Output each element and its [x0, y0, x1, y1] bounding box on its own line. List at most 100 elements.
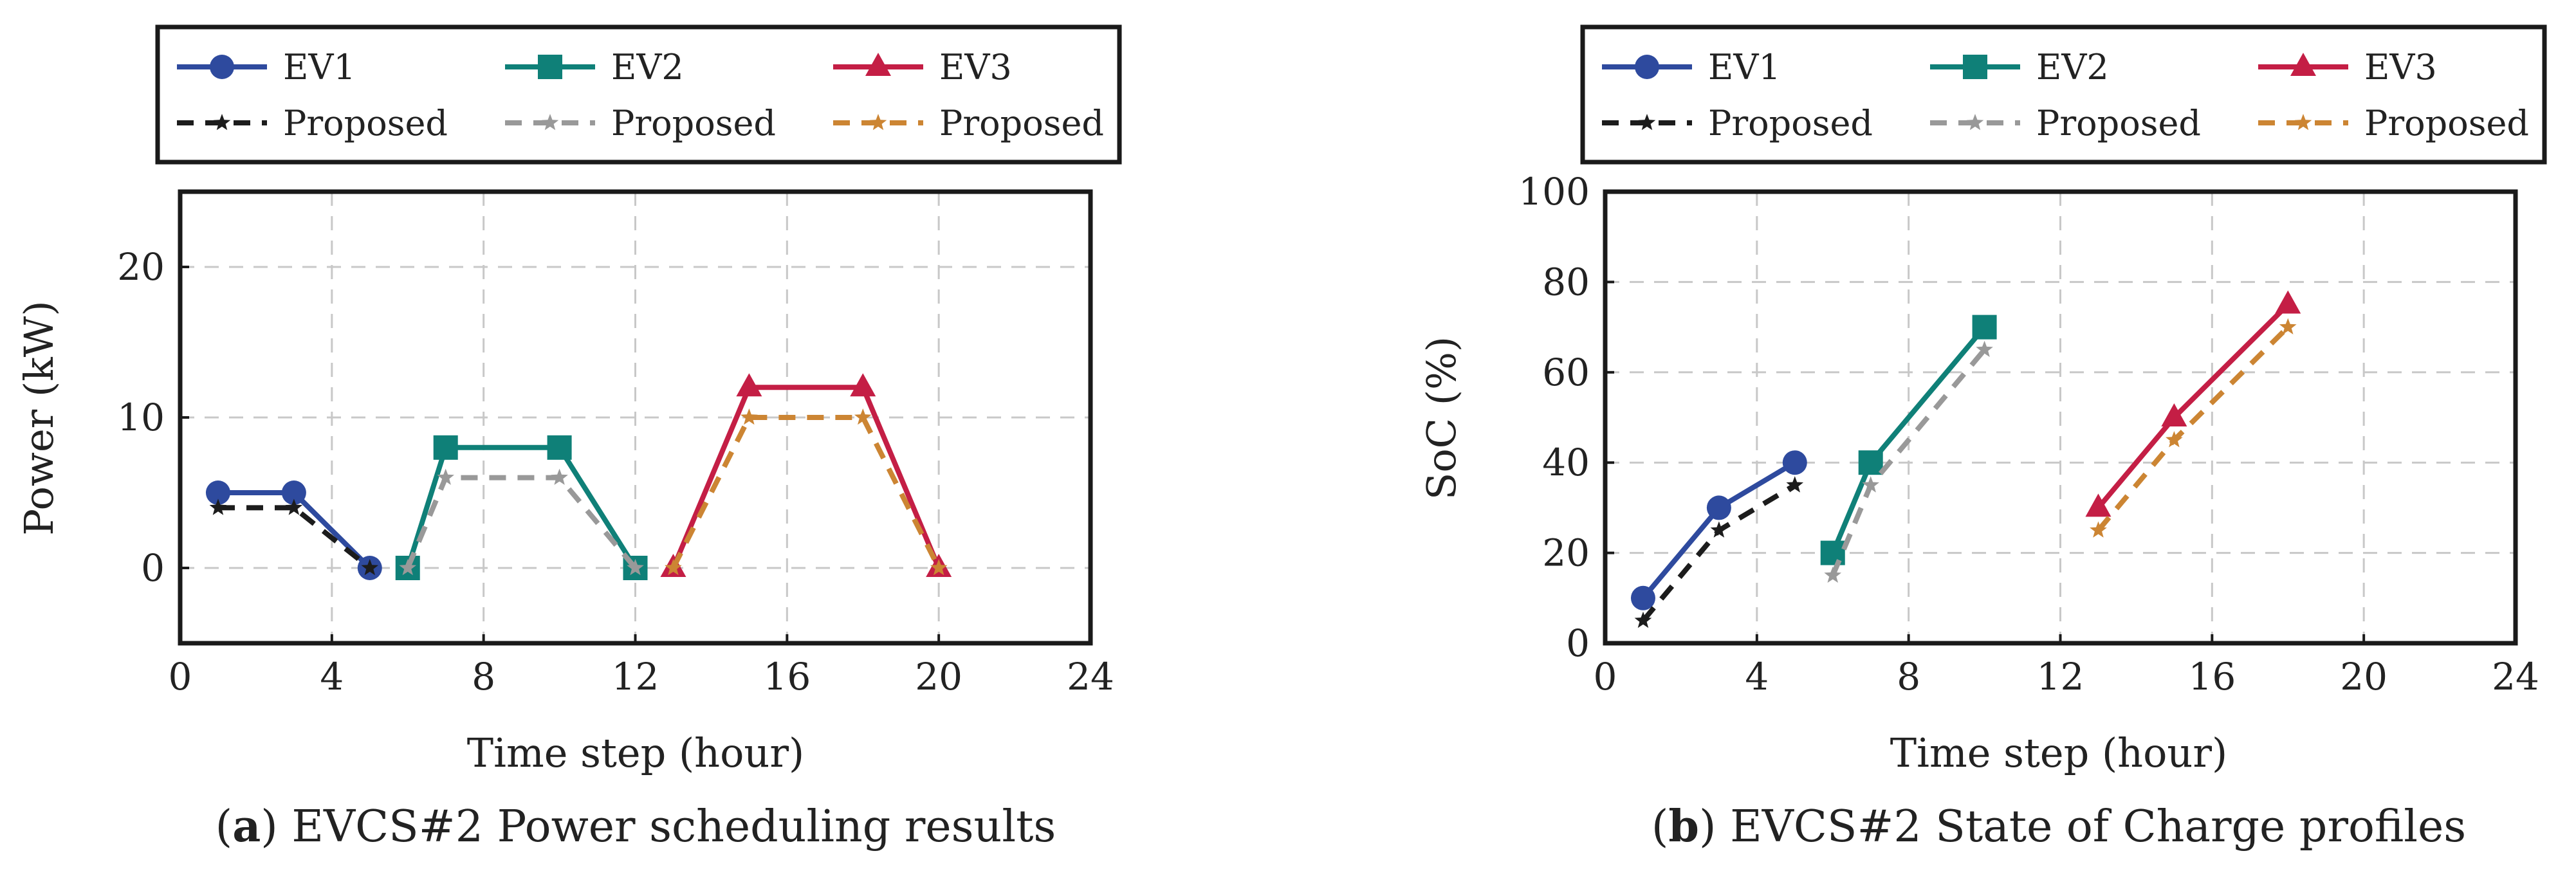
legend-entry-ev3-4: EV3 — [2258, 47, 2437, 87]
legend-marker — [1638, 114, 1656, 131]
data-point — [2161, 403, 2187, 426]
legend-entry-ev3-4: EV3 — [833, 47, 1012, 87]
data-point — [2166, 431, 2183, 448]
legend-entry-proposed-1: Proposed — [1602, 103, 1873, 143]
legend-box — [1580, 24, 2547, 165]
legend-label: EV1 — [1708, 47, 1781, 87]
x-tick-label: 24 — [2492, 655, 2539, 699]
x-tick-label: 4 — [320, 655, 344, 699]
grid — [1605, 192, 2516, 643]
x-axis: 0 4 8 12 16 20 24 — [169, 634, 1114, 699]
series-line — [405, 444, 638, 570]
x-tick-label: 16 — [2188, 655, 2236, 699]
panel-a: 0 4 8 12 16 20 24 0 10 20 Time step (hour) Power (k… — [15, 24, 1122, 852]
panel-b: 0 4 8 12 16 20 24 0 20 40 60 80 100 Time step (hour) S… — [1418, 24, 2547, 852]
series-ev3-4 — [660, 373, 952, 577]
x-tick-label: 12 — [612, 655, 659, 699]
data-point — [2279, 318, 2297, 334]
legend-entry-proposed-3: Proposed — [505, 103, 776, 143]
x-axis: 0 4 8 12 16 20 24 — [1594, 634, 2539, 699]
legend-label: EV3 — [939, 47, 1012, 87]
series-line — [670, 385, 941, 569]
data-point — [2275, 290, 2301, 314]
x-tick-label: 4 — [1745, 655, 1769, 699]
data-point — [433, 435, 458, 460]
legend-entry-proposed-5: Proposed — [2258, 103, 2529, 143]
legend-label: EV3 — [2364, 47, 2437, 87]
data-point — [736, 373, 762, 397]
legend-marker — [869, 114, 887, 131]
data-point — [1824, 566, 1842, 583]
legend-box — [155, 24, 1122, 165]
y-axis-title: Power (kW) — [15, 300, 62, 535]
series-line — [405, 475, 638, 570]
legend-entry-ev1-0: EV1 — [1602, 47, 1781, 87]
data-point — [1630, 585, 1655, 610]
legend-label: Proposed — [2364, 103, 2529, 143]
legend-entry-proposed-5: Proposed — [833, 103, 1104, 143]
y-tick-label: 80 — [1542, 260, 1590, 304]
y-tick-label: 40 — [1542, 441, 1590, 484]
caption-letter: a — [232, 801, 261, 852]
legend-marker — [2294, 114, 2312, 131]
data-point — [1786, 476, 1804, 493]
legend-label: Proposed — [611, 103, 776, 143]
series-proposed-5 — [665, 408, 948, 576]
data-point — [399, 559, 417, 576]
legend-label: EV1 — [283, 47, 356, 87]
caption-open: ( — [1651, 801, 1669, 852]
data-point — [741, 408, 758, 425]
legend-label: EV2 — [2036, 47, 2109, 87]
data-point — [665, 559, 682, 576]
data-point — [627, 559, 644, 576]
legend: EV1 Proposed EV2 Proposed EV3 Proposed — [155, 24, 1122, 165]
caption-open: ( — [216, 801, 233, 852]
series-proposed-3 — [1824, 340, 1993, 583]
legend: EV1 Proposed EV2 Proposed EV3 Proposed — [1580, 24, 2547, 165]
legend-marker — [213, 114, 231, 131]
legend-marker — [210, 55, 234, 79]
data-point — [209, 498, 227, 515]
y-axis: 0 10 20 — [117, 245, 189, 590]
legend-label: Proposed — [1708, 103, 1873, 143]
legend-entry-ev2-2: EV2 — [505, 47, 684, 87]
legend-marker — [541, 114, 559, 131]
legend-marker — [1635, 55, 1659, 79]
x-tick-label: 12 — [2037, 655, 2084, 699]
data-point — [205, 480, 230, 505]
y-axis: 0 20 40 60 80 100 — [1518, 170, 1614, 665]
series-line — [2096, 325, 2290, 533]
y-tick-label: 20 — [117, 245, 165, 289]
series-line — [218, 505, 372, 571]
x-tick-label: 20 — [915, 655, 962, 699]
series-proposed-3 — [399, 468, 644, 576]
data-point — [361, 559, 379, 576]
legend-label: Proposed — [283, 103, 448, 143]
data-point — [1706, 495, 1731, 520]
x-tick-label: 0 — [169, 655, 192, 699]
legend-label: Proposed — [2036, 103, 2201, 143]
data-point — [547, 435, 572, 460]
data-point — [854, 408, 872, 425]
y-axis-title: SoC (%) — [1418, 336, 1465, 500]
data-point — [2090, 521, 2107, 538]
data-point — [930, 559, 948, 576]
data-point — [850, 373, 876, 397]
panel-caption: (b) EVCS#2 State of Charge profiles — [1651, 801, 2466, 852]
legend-label: EV2 — [611, 47, 684, 87]
data-point — [1858, 450, 1883, 475]
y-tick-label: 0 — [1566, 621, 1590, 665]
panel-caption: (a) EVCS#2 Power scheduling results — [216, 801, 1056, 852]
x-axis-title: Time step (hour) — [467, 729, 804, 776]
caption-body: ) EVCS#2 Power scheduling results — [261, 801, 1056, 852]
caption-letter: b — [1668, 801, 1699, 852]
data-point — [285, 498, 303, 515]
data-point — [1862, 476, 1879, 493]
data-point — [2085, 493, 2111, 517]
legend-marker — [538, 55, 562, 79]
data-point — [1710, 521, 1728, 538]
y-tick-label: 100 — [1518, 170, 1590, 214]
x-axis-title: Time step (hour) — [1890, 729, 2227, 776]
data-point — [1972, 315, 1997, 340]
